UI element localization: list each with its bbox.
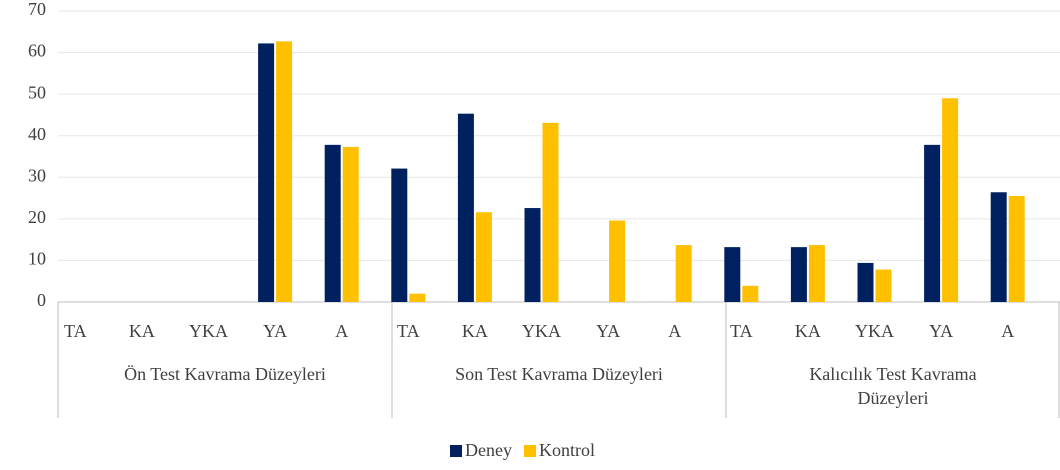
bar: [942, 98, 959, 302]
bar: [808, 245, 825, 302]
x-tick-label: A: [1001, 321, 1014, 341]
bar: [924, 144, 941, 302]
legend-label: Kontrol: [539, 440, 595, 460]
y-tick-label: 20: [28, 207, 46, 227]
bar: [790, 247, 807, 302]
bar: [742, 285, 759, 302]
y-tick-label: 0: [37, 290, 46, 310]
bar: [409, 293, 426, 302]
group-label: Ön Test Kavrama Düzeyleri: [124, 364, 326, 384]
bar: [990, 192, 1007, 302]
y-tick-label: 60: [28, 41, 46, 61]
bar: [342, 146, 359, 302]
bar: [475, 212, 492, 302]
bar: [276, 41, 293, 303]
y-tick-label: 30: [28, 165, 46, 185]
x-tick-label: A: [335, 321, 348, 341]
group-label: Kalıcılık Test Kavrama Düzeyleri: [809, 364, 977, 408]
x-tick-label: YA: [596, 321, 620, 341]
x-tick-label: YKA: [855, 321, 894, 341]
bar: [675, 245, 692, 302]
x-tick-label: YA: [929, 321, 953, 341]
bar: [857, 262, 874, 302]
bar: [258, 43, 275, 302]
x-tick-label: KA: [129, 321, 155, 341]
bar: [875, 269, 892, 302]
x-tick-label: TA: [64, 321, 87, 341]
legend-swatch: [450, 445, 462, 457]
bar: [524, 208, 541, 302]
x-tick-label: A: [668, 321, 681, 341]
y-tick-label: 40: [28, 124, 46, 144]
bar: [391, 168, 408, 302]
bar: [457, 113, 474, 302]
group-label: Son Test Kavrama Düzeyleri: [455, 364, 663, 384]
x-tick-label: YKA: [522, 321, 561, 341]
bar: [724, 247, 741, 302]
y-tick-label: 10: [28, 249, 46, 269]
x-tick-label: KA: [462, 321, 488, 341]
y-tick-label: 50: [28, 82, 46, 102]
bar: [1008, 195, 1025, 302]
x-tick-label: TA: [730, 321, 753, 341]
bar: [542, 122, 559, 302]
bar: [609, 220, 626, 302]
x-tick-label: YA: [263, 321, 287, 341]
bar: [324, 144, 341, 302]
legend-swatch: [523, 445, 536, 457]
x-tick-label: KA: [795, 321, 821, 341]
x-tick-label: TA: [397, 321, 420, 341]
y-tick-label: 70: [28, 0, 46, 19]
x-tick-label: YKA: [189, 321, 228, 341]
legend-label: Deney: [465, 440, 512, 460]
